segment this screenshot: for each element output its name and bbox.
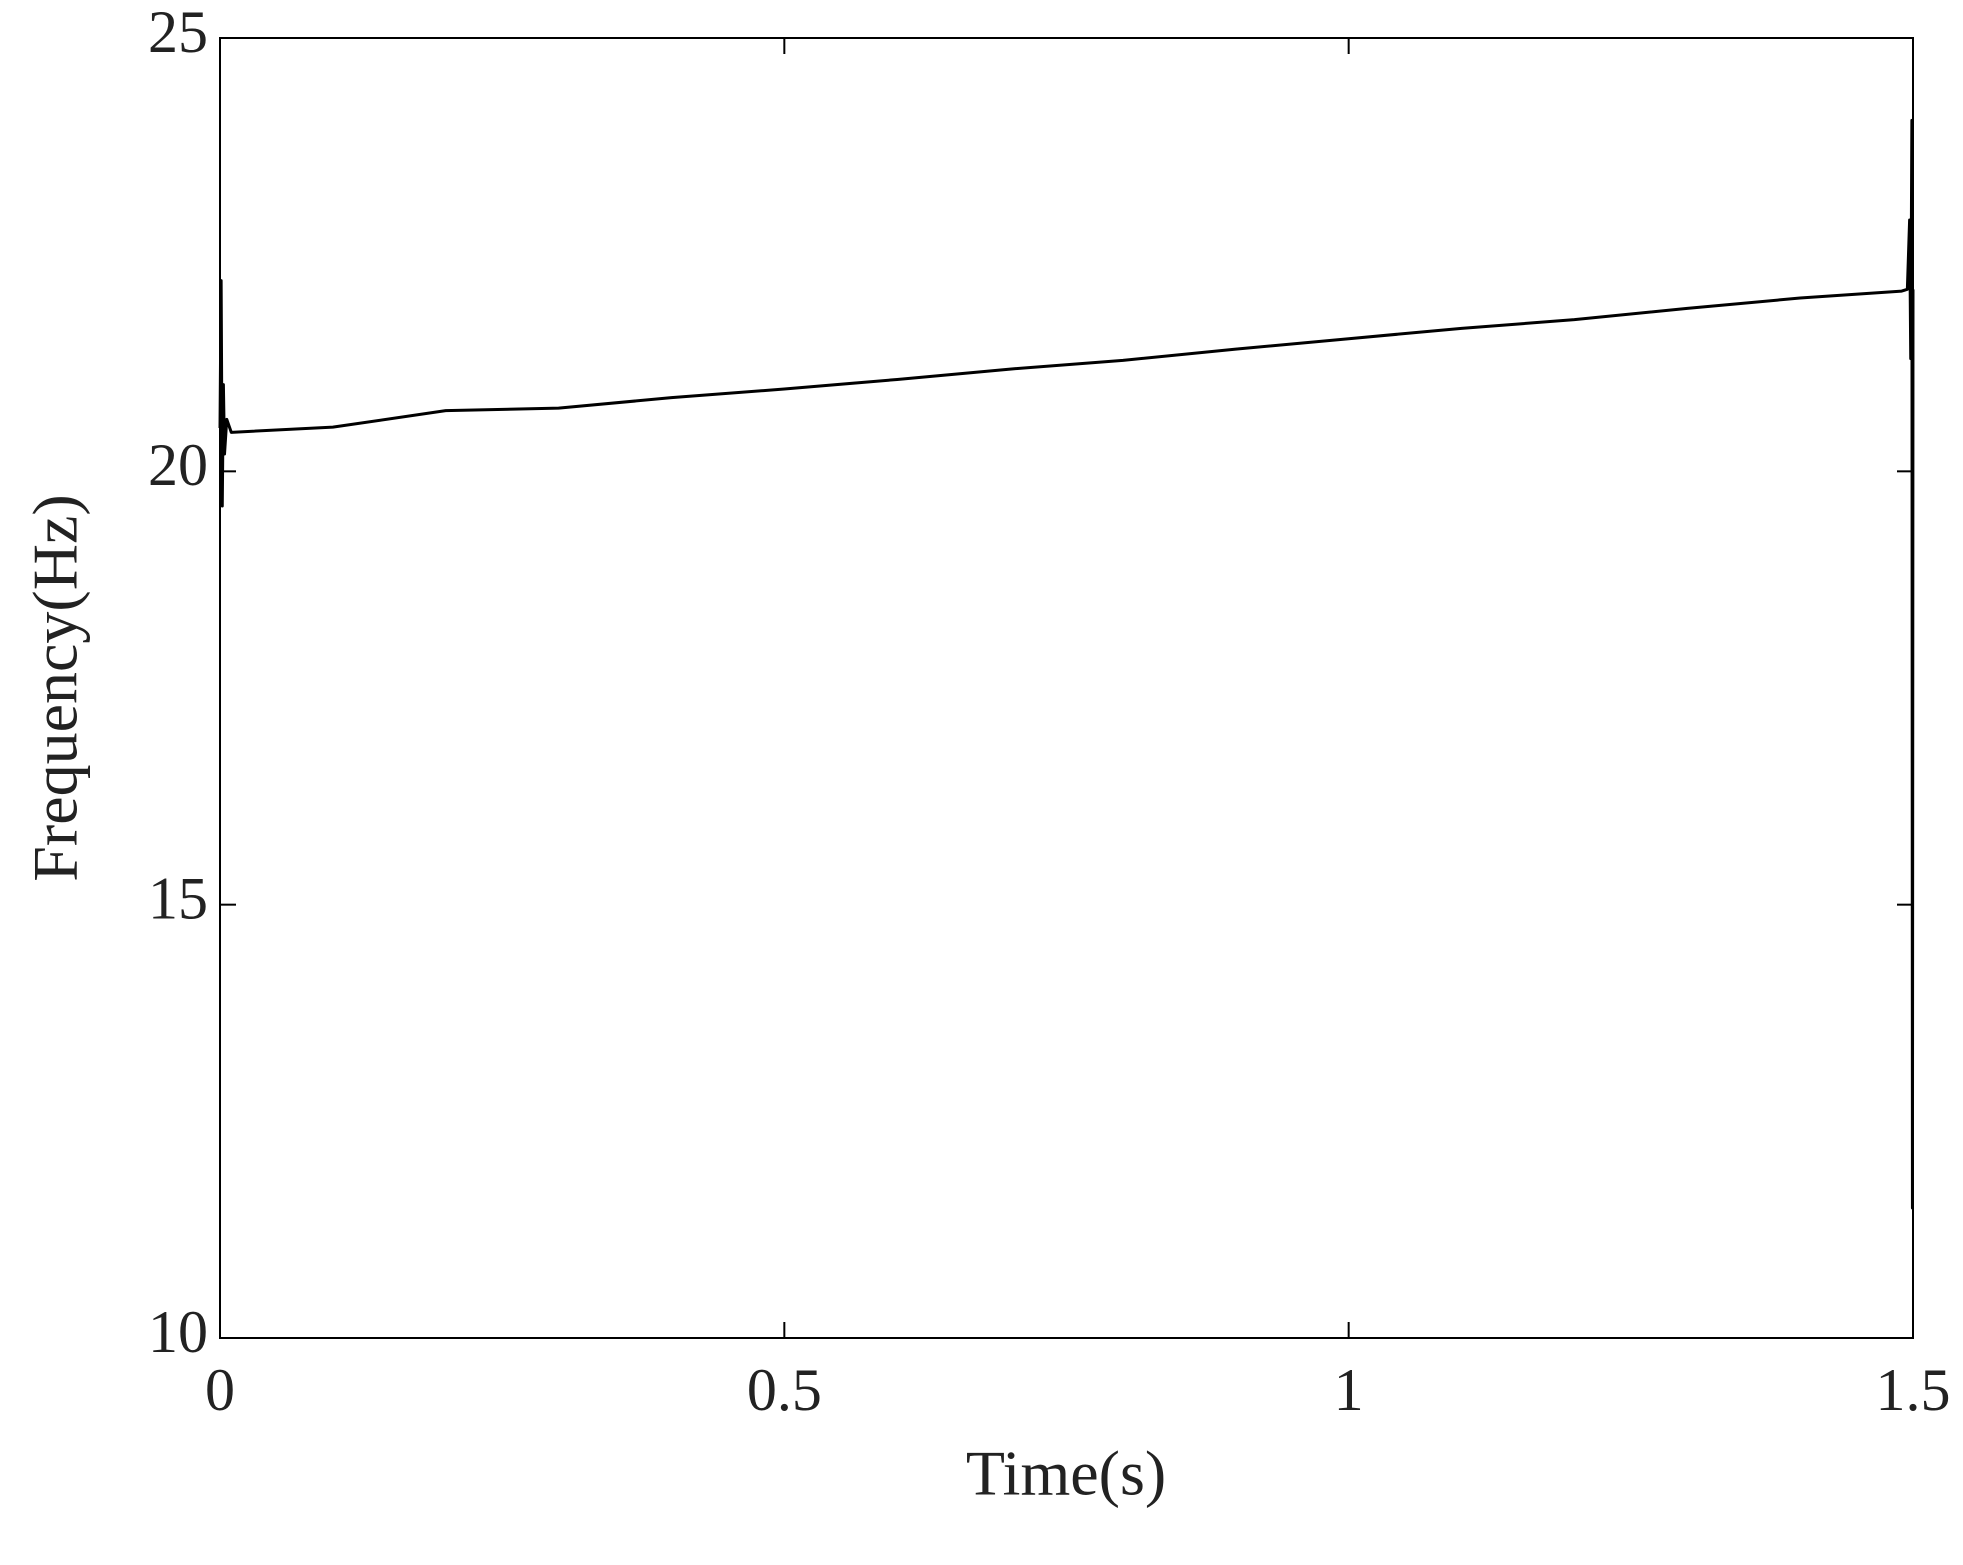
y-tick-label: 20	[148, 432, 208, 498]
y-tick-label: 10	[148, 1299, 208, 1365]
y-tick-label: 25	[148, 0, 208, 65]
x-tick-label: 0	[205, 1357, 235, 1423]
y-axis-label: Frequency(Hz)	[20, 494, 91, 881]
x-tick-label: 1.5	[1876, 1357, 1951, 1423]
y-tick-label: 15	[148, 865, 208, 931]
plot-frame	[219, 37, 1914, 1339]
x-axis-label: Time(s)	[966, 1438, 1166, 1509]
x-tick-label: 0.5	[747, 1357, 822, 1423]
x-tick-label: 1	[1334, 1357, 1364, 1423]
data-line	[218, 118, 1915, 1210]
